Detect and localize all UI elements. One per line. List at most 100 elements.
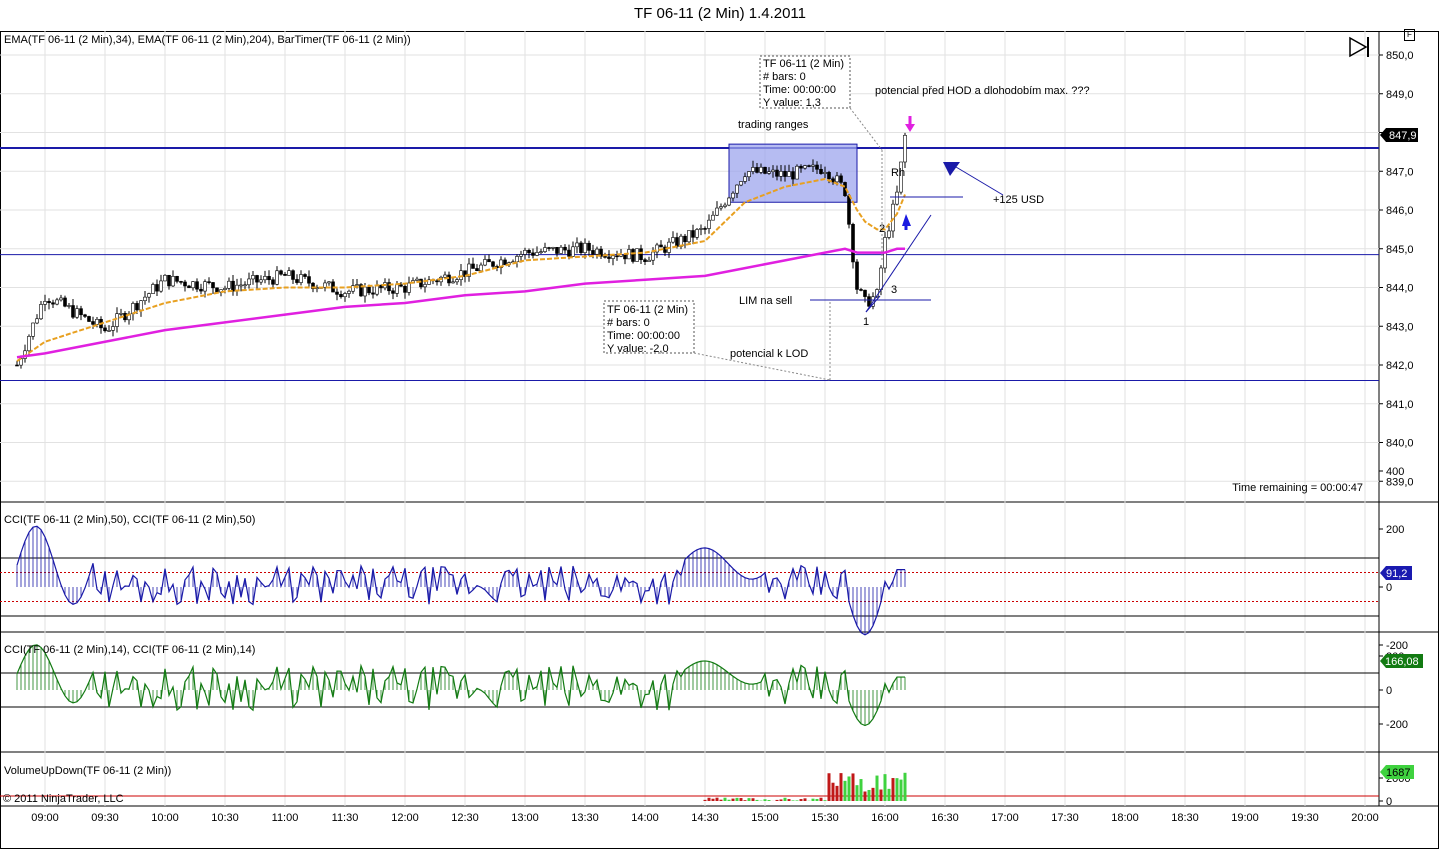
price-candle bbox=[435, 280, 439, 283]
price-candle bbox=[827, 172, 831, 180]
price-candle bbox=[519, 254, 523, 257]
price-candle bbox=[811, 164, 815, 167]
price-candle bbox=[771, 169, 775, 173]
volume-bar bbox=[839, 773, 843, 801]
price-candle bbox=[687, 230, 691, 243]
price-candle bbox=[267, 276, 271, 281]
price-candle bbox=[291, 270, 295, 280]
cci50-tick-label: 400 bbox=[1386, 466, 1404, 478]
price-candle bbox=[403, 285, 407, 293]
volume-bar bbox=[827, 773, 831, 801]
volume-bar bbox=[891, 778, 895, 801]
price-candle bbox=[451, 281, 455, 284]
time-tick-label: 14:00 bbox=[631, 812, 659, 824]
price-candle bbox=[539, 251, 543, 253]
volume-bar bbox=[887, 788, 891, 801]
cci50-panel-label: CCI(TF 06-11 (2 Min),50), CCI(TF 06-11 (… bbox=[4, 514, 255, 526]
price-candle bbox=[35, 318, 39, 324]
price-candle bbox=[651, 251, 655, 261]
price-candle bbox=[95, 319, 99, 325]
price-candle bbox=[275, 270, 279, 285]
price-candle bbox=[399, 284, 403, 287]
price-candle bbox=[671, 237, 675, 243]
price-candle bbox=[807, 165, 811, 167]
price-candle bbox=[39, 304, 43, 320]
price-candle bbox=[715, 207, 719, 216]
price-candle bbox=[63, 297, 67, 307]
price-candle bbox=[855, 261, 859, 290]
info-box-bottom: TF 06-11 (2 Min) # bars: 0 Time: 00:00:0… bbox=[603, 300, 695, 355]
price-candle bbox=[531, 252, 535, 256]
price-panel-label: EMA(TF 06-11 (2 Min),34), EMA(TF 06-11 (… bbox=[4, 34, 411, 46]
price-candle bbox=[147, 293, 151, 298]
time-tick-label: 17:00 bbox=[991, 812, 1019, 824]
volume-bar bbox=[787, 799, 791, 801]
up-arrow-icon bbox=[902, 214, 911, 226]
price-candle bbox=[775, 169, 779, 177]
volume-bar bbox=[847, 776, 851, 801]
price-candle bbox=[587, 242, 591, 251]
price-candle bbox=[887, 230, 891, 238]
svg-text:TF 06-11 (2 Min): TF 06-11 (2 Min) bbox=[607, 304, 688, 316]
time-tick-label: 20:00 bbox=[1351, 812, 1379, 824]
svg-text:Y value: -2,0: Y value: -2,0 bbox=[607, 343, 669, 355]
price-candle bbox=[635, 248, 639, 262]
price-candle bbox=[803, 165, 807, 169]
price-candle bbox=[263, 276, 267, 281]
price-candle bbox=[607, 256, 611, 259]
price-candle bbox=[479, 264, 483, 272]
volume-bar bbox=[707, 797, 711, 801]
annotation-point-2: 2 bbox=[879, 223, 885, 235]
price-candle bbox=[15, 364, 19, 367]
svg-text:Time: 00:00:00: Time: 00:00:00 bbox=[607, 330, 680, 342]
annotation-lim-sell: LIM na sell bbox=[739, 295, 792, 307]
price-candle bbox=[467, 263, 471, 277]
price-candle bbox=[251, 275, 255, 280]
volume-bar bbox=[747, 798, 751, 801]
svg-text:Y value: 1,3: Y value: 1,3 bbox=[763, 97, 821, 109]
price-candle bbox=[43, 301, 47, 305]
price-candle bbox=[471, 263, 475, 269]
price-candle bbox=[363, 286, 367, 297]
volume-bar bbox=[859, 779, 863, 801]
price-candle bbox=[163, 274, 167, 282]
price-candle bbox=[547, 247, 551, 249]
price-candle bbox=[59, 297, 63, 301]
price-candle bbox=[631, 249, 635, 262]
price-candle bbox=[187, 285, 191, 289]
price-candle bbox=[695, 229, 699, 238]
price-candle bbox=[155, 284, 159, 292]
volume-bar bbox=[795, 800, 799, 801]
time-tick-label: 14:30 bbox=[691, 812, 719, 824]
svg-text:TF 06-11 (2 Min): TF 06-11 (2 Min) bbox=[763, 58, 844, 70]
price-candle bbox=[527, 249, 531, 254]
price-candle bbox=[307, 276, 311, 284]
price-candle bbox=[339, 294, 343, 298]
down-arrow-stem bbox=[908, 116, 912, 125]
price-candle bbox=[747, 171, 751, 178]
arrow-line bbox=[955, 166, 1004, 196]
float-toggle-button[interactable]: F bbox=[1404, 29, 1415, 41]
price-candle bbox=[311, 282, 315, 290]
price-candle bbox=[243, 284, 247, 287]
price-candle bbox=[847, 195, 851, 225]
price-candle bbox=[767, 171, 771, 174]
price-candle bbox=[423, 284, 427, 288]
time-tick-label: 16:00 bbox=[871, 812, 899, 824]
price-candle bbox=[407, 282, 411, 293]
cci50-badge: 91,2 bbox=[1380, 566, 1412, 580]
price-candle bbox=[603, 256, 607, 258]
price-tick-label: 850,0 bbox=[1386, 50, 1414, 62]
price-candle bbox=[195, 281, 199, 290]
price-tick-label: 845,0 bbox=[1386, 244, 1414, 256]
arrow-head-icon bbox=[943, 162, 960, 176]
scroll-to-end-icon[interactable] bbox=[1349, 36, 1369, 58]
price-candle bbox=[835, 175, 839, 183]
volume-bar bbox=[763, 799, 767, 801]
price-candle bbox=[831, 178, 835, 183]
price-candle bbox=[463, 270, 467, 277]
price-candle bbox=[355, 284, 359, 286]
price-candle bbox=[231, 280, 235, 292]
price-candle bbox=[183, 281, 187, 287]
